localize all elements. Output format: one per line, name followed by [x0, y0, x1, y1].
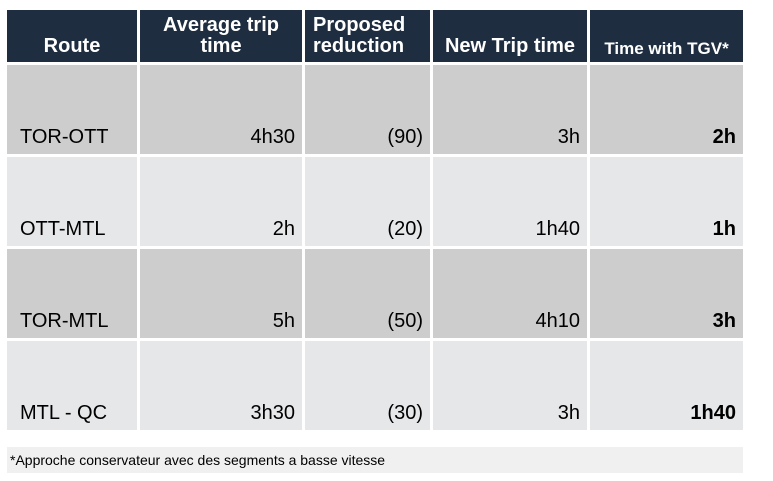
cell-new-trip-time: 3h	[433, 65, 587, 154]
column-header-new-trip-time: New Trip time	[433, 10, 587, 62]
cell-proposed-reduction: (90)	[305, 65, 430, 154]
cell-new-trip-time: 3h	[433, 341, 587, 430]
cell-proposed-reduction: (30)	[305, 341, 430, 430]
column-header-route: Route	[7, 10, 137, 62]
cell-average-trip-time: 3h30	[140, 341, 302, 430]
cell-time-with-tgv: 1h40	[590, 341, 743, 430]
cell-proposed-reduction: (20)	[305, 157, 430, 246]
cell-route: TOR-OTT	[7, 65, 137, 154]
cell-average-trip-time: 5h	[140, 249, 302, 338]
column-header-time-with-tgv: Time with TGV*	[590, 10, 743, 62]
footnote: *Approche conservateur avec des segments…	[7, 447, 743, 473]
cell-time-with-tgv: 1h	[590, 157, 743, 246]
cell-time-with-tgv: 3h	[590, 249, 743, 338]
cell-new-trip-time: 4h10	[433, 249, 587, 338]
column-header-average-trip-time: Average trip time	[140, 10, 302, 62]
cell-average-trip-time: 4h30	[140, 65, 302, 154]
trip-time-table: Route Average trip time Proposed reducti…	[7, 10, 743, 430]
cell-route: TOR-MTL	[7, 249, 137, 338]
cell-time-with-tgv: 2h	[590, 65, 743, 154]
cell-average-trip-time: 2h	[140, 157, 302, 246]
cell-proposed-reduction: (50)	[305, 249, 430, 338]
cell-route: OTT-MTL	[7, 157, 137, 246]
cell-new-trip-time: 1h40	[433, 157, 587, 246]
column-header-proposed-reduction: Proposed reduction	[305, 10, 430, 62]
cell-route: MTL - QC	[7, 341, 137, 430]
